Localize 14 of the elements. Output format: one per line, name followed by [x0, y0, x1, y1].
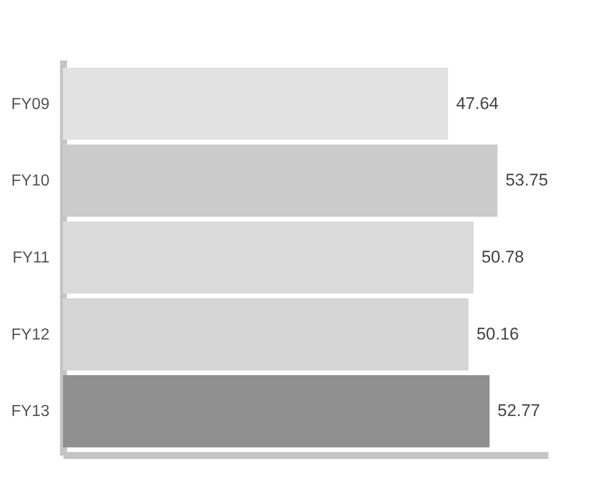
y-tick-label: FY10: [11, 172, 50, 190]
bar: [63, 221, 474, 294]
data-label: 47.64: [456, 94, 499, 113]
bar: [63, 375, 490, 448]
data-label: 52.77: [498, 401, 540, 420]
y-tick-label: FY13: [11, 403, 50, 420]
y-tick-label: FY09: [11, 96, 50, 113]
data-label: 50.16: [476, 324, 520, 344]
data-label: 53.75: [505, 170, 548, 190]
y-tick-label: FY11: [12, 250, 50, 266]
bar: [63, 68, 448, 140]
y-tick-label: FY12: [11, 326, 50, 344]
data-label: 50.78: [481, 248, 524, 266]
bar: [63, 298, 468, 370]
